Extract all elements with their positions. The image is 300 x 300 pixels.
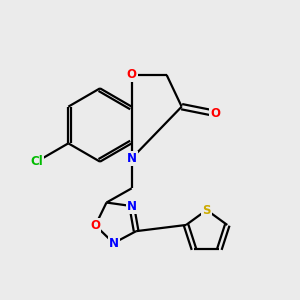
Text: N: N xyxy=(109,237,119,250)
Text: O: O xyxy=(90,219,100,232)
Text: O: O xyxy=(127,68,137,82)
Text: O: O xyxy=(210,107,220,120)
Text: Cl: Cl xyxy=(30,155,43,168)
Text: N: N xyxy=(127,152,137,165)
Text: N: N xyxy=(127,200,137,213)
Text: S: S xyxy=(202,203,211,217)
